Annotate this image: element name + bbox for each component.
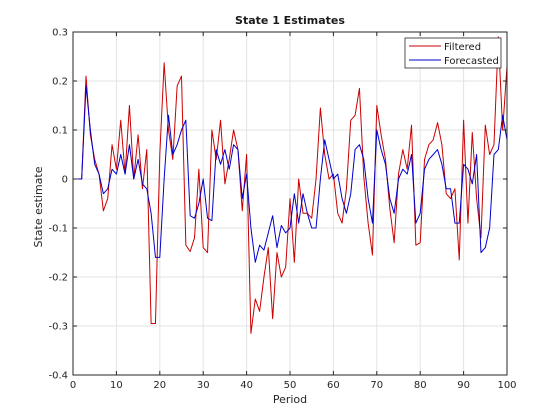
y-tick-label: -0.4 <box>48 371 68 382</box>
series-line-forecasted <box>77 85 508 263</box>
series-layer <box>77 36 508 334</box>
x-tick-label: 0 <box>70 380 76 391</box>
y-tick-label: -0.1 <box>48 224 68 235</box>
x-tick-label: 10 <box>110 380 123 391</box>
y-tick-label: 0 <box>62 175 68 186</box>
y-axis: -0.4 -0.3 -0.2 -0.1 0 0.1 0.2 0.3 <box>48 28 507 382</box>
x-tick-label: 20 <box>153 380 166 391</box>
y-tick-label: 0.3 <box>52 28 68 39</box>
y-tick-label: -0.3 <box>48 322 68 333</box>
legend: Filtered Forecasted <box>404 37 502 69</box>
x-axis: 0 10 20 30 40 50 60 70 80 90 100 <box>70 32 517 391</box>
legend-box <box>404 37 502 69</box>
y-tick-label: 0.2 <box>52 77 68 88</box>
x-tick-label: 30 <box>197 380 210 391</box>
x-axis-label: Period <box>273 393 307 406</box>
chart-title: State 1 Estimates <box>235 14 345 27</box>
x-tick-label: 90 <box>457 380 470 391</box>
x-tick-label: 60 <box>327 380 340 391</box>
y-axis-label: State estimate <box>32 166 45 247</box>
x-tick-label: 50 <box>284 380 297 391</box>
series-line-filtered <box>77 36 508 334</box>
legend-label-filtered: Filtered <box>444 42 481 53</box>
x-tick-label: 70 <box>370 380 383 391</box>
legend-label-forecasted: Forecasted <box>444 56 499 67</box>
x-tick-label: 100 <box>497 380 516 391</box>
y-tick-label: -0.2 <box>48 273 68 284</box>
y-tick-label: 0.1 <box>52 126 68 137</box>
x-tick-label: 80 <box>414 380 427 391</box>
x-tick-label: 40 <box>240 380 253 391</box>
